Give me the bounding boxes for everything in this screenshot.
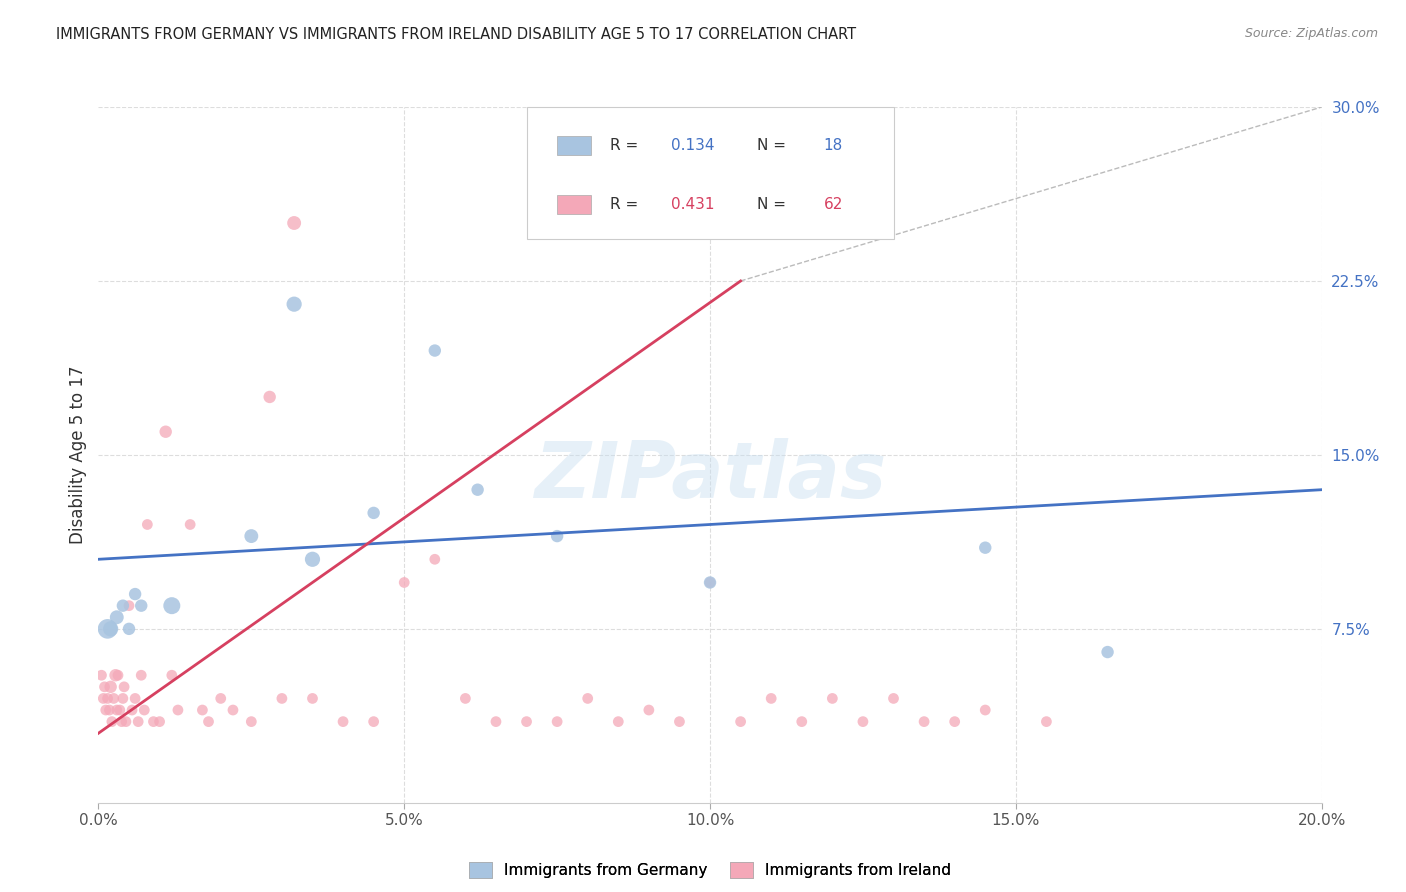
Point	[155, 425, 177, 439]
Point	[93, 680, 115, 694]
Point	[240, 714, 263, 729]
Point	[638, 703, 661, 717]
Point	[259, 390, 281, 404]
Point	[516, 714, 538, 729]
Point	[104, 668, 127, 682]
Point	[100, 680, 122, 694]
Point	[270, 691, 294, 706]
Point	[111, 714, 134, 729]
Point	[974, 703, 997, 717]
Point	[124, 587, 146, 601]
Point	[127, 714, 149, 729]
Point	[160, 668, 183, 682]
Point	[91, 691, 114, 706]
Point	[107, 668, 129, 682]
Text: 18: 18	[824, 137, 844, 153]
Point	[576, 691, 599, 706]
Point	[699, 575, 721, 590]
Point	[90, 668, 112, 682]
Point	[301, 691, 323, 706]
Point	[943, 714, 966, 729]
Point	[1035, 714, 1057, 729]
Point	[160, 599, 183, 613]
Point	[197, 714, 219, 729]
Point	[240, 529, 263, 543]
Point	[454, 691, 477, 706]
Point	[730, 714, 752, 729]
Point	[283, 297, 305, 311]
Point	[852, 714, 875, 729]
Point	[134, 703, 156, 717]
Point	[485, 714, 508, 729]
Point	[118, 599, 141, 613]
Point	[112, 680, 135, 694]
Point	[142, 714, 165, 729]
Bar	[557, 136, 592, 155]
Point	[467, 483, 489, 497]
Point	[423, 343, 446, 358]
Point	[209, 691, 232, 706]
Text: N =: N =	[756, 197, 790, 212]
Point	[607, 714, 630, 729]
Point	[129, 668, 152, 682]
Text: N =: N =	[756, 137, 790, 153]
Point	[115, 714, 138, 729]
Point	[423, 552, 446, 566]
Point	[100, 622, 122, 636]
Text: 62: 62	[824, 197, 844, 212]
Point	[179, 517, 201, 532]
Point	[124, 691, 146, 706]
Point	[912, 714, 935, 729]
Point	[136, 517, 159, 532]
Point	[363, 714, 385, 729]
Point	[363, 506, 385, 520]
Point	[790, 714, 813, 729]
Text: IMMIGRANTS FROM GERMANY VS IMMIGRANTS FROM IRELAND DISABILITY AGE 5 TO 17 CORREL: IMMIGRANTS FROM GERMANY VS IMMIGRANTS FR…	[56, 27, 856, 42]
FancyBboxPatch shape	[526, 107, 894, 239]
Point	[821, 691, 844, 706]
Text: R =: R =	[610, 197, 643, 212]
Text: ZIPatlas: ZIPatlas	[534, 438, 886, 514]
Point	[98, 703, 121, 717]
Point	[105, 703, 128, 717]
Point	[301, 552, 323, 566]
Point	[118, 622, 141, 636]
Point	[392, 575, 416, 590]
Point	[97, 622, 120, 636]
Legend: Immigrants from Germany, Immigrants from Ireland: Immigrants from Germany, Immigrants from…	[461, 855, 959, 886]
Point	[546, 714, 568, 729]
Point	[974, 541, 997, 555]
Point	[149, 714, 172, 729]
Point	[668, 714, 690, 729]
Point	[191, 703, 214, 717]
Text: 0.134: 0.134	[671, 137, 714, 153]
Point	[1097, 645, 1119, 659]
Y-axis label: Disability Age 5 to 17: Disability Age 5 to 17	[69, 366, 87, 544]
Point	[546, 529, 568, 543]
Point	[283, 216, 305, 230]
Point	[129, 599, 152, 613]
Point	[699, 575, 721, 590]
Point	[97, 691, 120, 706]
Point	[761, 691, 783, 706]
Point	[101, 714, 124, 729]
Point	[883, 691, 905, 706]
Point	[222, 703, 245, 717]
Point	[167, 703, 190, 717]
Text: R =: R =	[610, 137, 643, 153]
Point	[105, 610, 128, 624]
Point	[111, 691, 134, 706]
Point	[111, 599, 134, 613]
Point	[121, 703, 143, 717]
Point	[94, 703, 117, 717]
Point	[103, 691, 125, 706]
Text: 0.431: 0.431	[671, 197, 714, 212]
Point	[108, 703, 131, 717]
Point	[332, 714, 354, 729]
Text: Source: ZipAtlas.com: Source: ZipAtlas.com	[1244, 27, 1378, 40]
Bar	[557, 194, 592, 214]
